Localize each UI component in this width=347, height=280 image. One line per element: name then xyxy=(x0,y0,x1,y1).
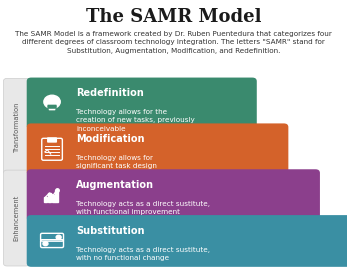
FancyBboxPatch shape xyxy=(27,78,257,129)
FancyBboxPatch shape xyxy=(27,215,347,267)
Text: Transformation: Transformation xyxy=(14,101,19,151)
Text: Technology acts as a direct sustitute,
with functional improvement: Technology acts as a direct sustitute, w… xyxy=(76,201,210,215)
FancyBboxPatch shape xyxy=(48,105,57,107)
Text: Technology allows for the
creation of new tasks, previously
inconceivable: Technology allows for the creation of ne… xyxy=(76,109,195,132)
Text: The SAMR Model is a framework created by Dr. Ruben Puentedura that categorizes f: The SAMR Model is a framework created by… xyxy=(15,31,332,54)
Bar xyxy=(52,195,55,202)
Bar xyxy=(48,193,51,202)
Circle shape xyxy=(44,95,60,108)
FancyBboxPatch shape xyxy=(49,107,56,110)
FancyBboxPatch shape xyxy=(48,106,57,109)
Circle shape xyxy=(43,242,48,246)
FancyBboxPatch shape xyxy=(27,123,288,175)
Text: Technology acts as a direct sustitute,
with no functional change: Technology acts as a direct sustitute, w… xyxy=(76,247,210,261)
Text: Substitution: Substitution xyxy=(76,226,145,236)
Circle shape xyxy=(56,235,61,239)
Text: The SAMR Model: The SAMR Model xyxy=(86,8,261,26)
Text: Redefinition: Redefinition xyxy=(76,88,144,98)
Text: Technology allows for
significant task design: Technology allows for significant task d… xyxy=(76,155,157,169)
FancyBboxPatch shape xyxy=(47,137,57,143)
Text: Enhancement: Enhancement xyxy=(14,195,19,241)
FancyBboxPatch shape xyxy=(27,169,320,221)
FancyBboxPatch shape xyxy=(3,170,29,266)
Bar xyxy=(44,197,47,202)
FancyBboxPatch shape xyxy=(3,78,29,174)
Bar xyxy=(56,190,58,202)
Text: Modification: Modification xyxy=(76,134,145,144)
Text: Augmentation: Augmentation xyxy=(76,180,154,190)
